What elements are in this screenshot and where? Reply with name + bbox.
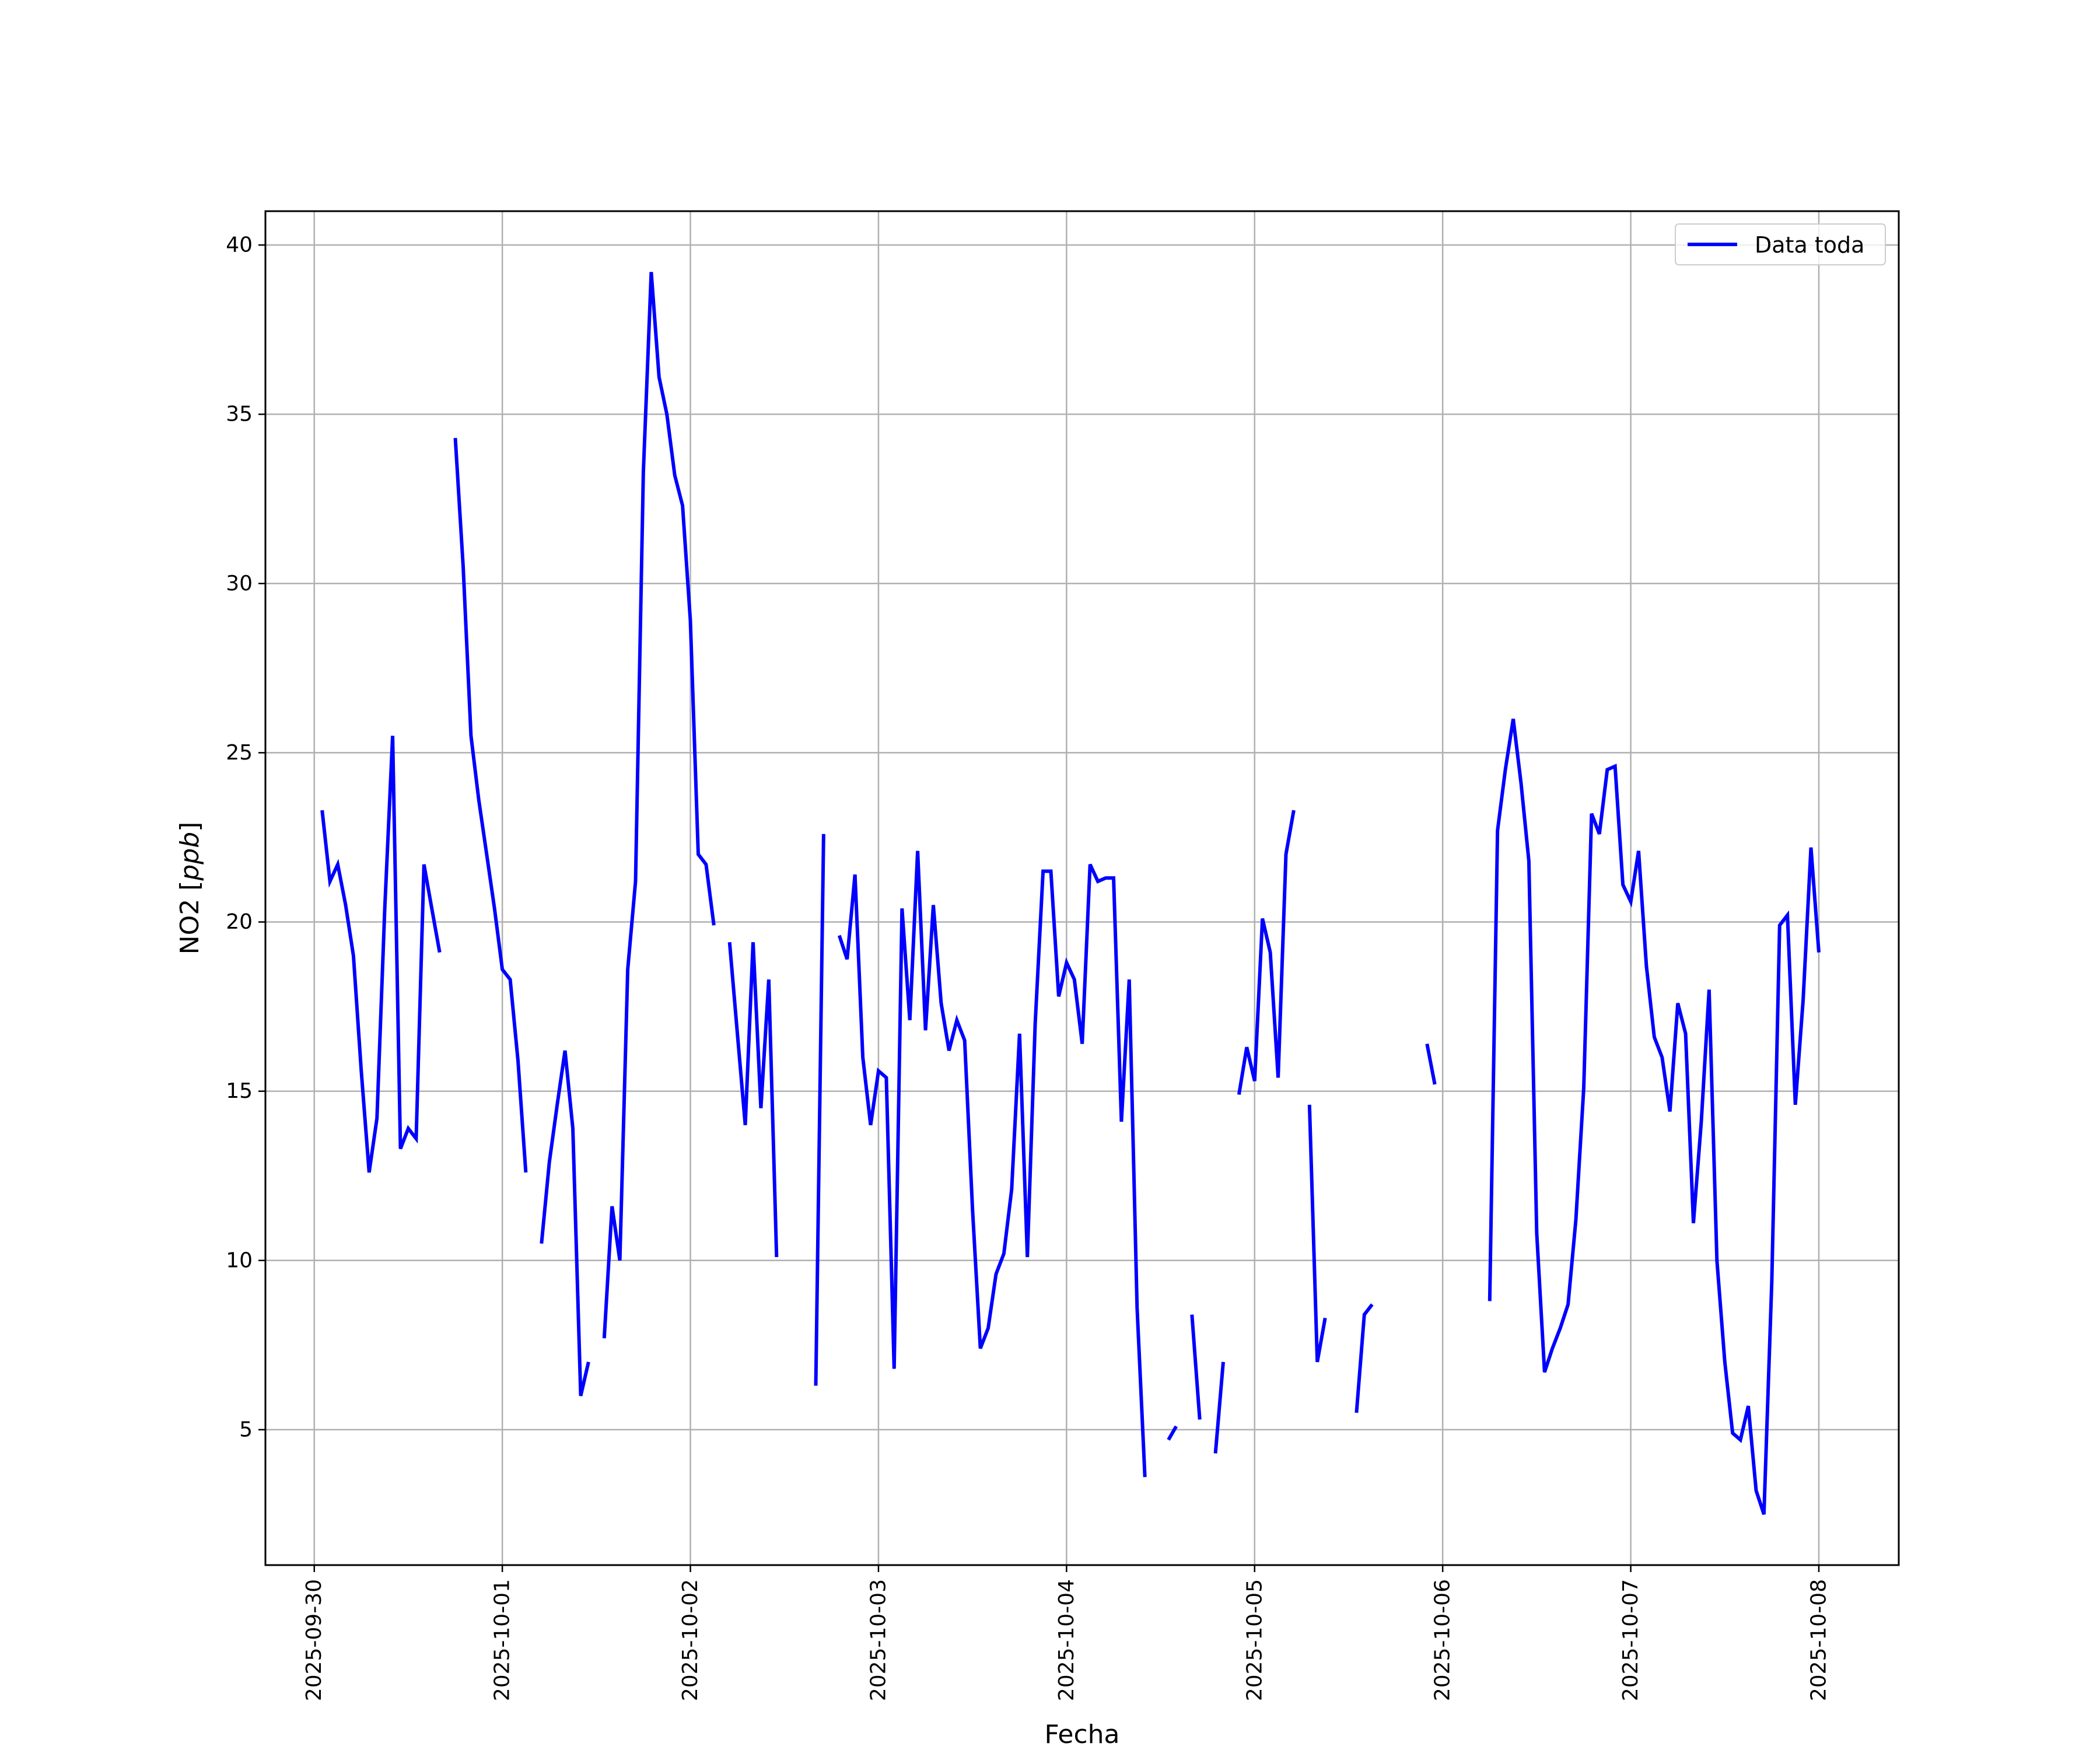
x-tick-label: 2025-10-05: [1242, 1579, 1266, 1701]
legend-label: Data toda: [1755, 232, 1864, 258]
x-tick-label: 2025-10-03: [866, 1579, 890, 1701]
x-tick-label: 2025-10-04: [1055, 1579, 1079, 1701]
series-line-segment: [1167, 1425, 1178, 1441]
y-tick-label: 30: [226, 572, 253, 596]
x-tick-label: 2025-10-06: [1431, 1579, 1455, 1701]
y-tick-label: 20: [226, 910, 253, 934]
y-tick-label: 40: [226, 233, 253, 257]
series-line-segment: [1425, 1043, 1437, 1085]
axis-ticks: 2025-09-30 2025-10-01 2025-10-02 2025-10-03…: [226, 233, 1831, 1702]
series-line-segment: [1213, 1362, 1225, 1454]
y-tick-label: 5: [239, 1418, 253, 1441]
series-line-segment: [1307, 1104, 1327, 1363]
y-tick-label: 15: [226, 1079, 253, 1103]
series-line-segment: [1354, 1303, 1374, 1413]
y-axis-label-unit: ppb: [175, 832, 205, 881]
x-tick-label: 2025-10-08: [1807, 1579, 1831, 1701]
legend-box: [1675, 223, 1886, 265]
y-tick-label: 10: [226, 1248, 253, 1272]
x-tick-label: 2025-09-30: [302, 1579, 326, 1701]
series-line-segment: [453, 438, 528, 1173]
legend: Data toda: [1675, 223, 1886, 265]
grid-lines: [265, 211, 1899, 1565]
series-line-segment: [1488, 718, 1821, 1515]
x-tick-label: 2025-10-01: [491, 1579, 514, 1701]
series-line-segment: [602, 272, 716, 1339]
series-line-segment: [1237, 810, 1296, 1095]
x-axis-label: Fecha: [1044, 1720, 1119, 1749]
series-line-segment: [837, 850, 1147, 1478]
y-axis-label-close: ]: [175, 822, 205, 832]
x-tick-label: 2025-10-02: [678, 1579, 702, 1701]
series-line-segment: [540, 1050, 590, 1396]
y-tick-label: 35: [226, 402, 253, 426]
plot-frame: [264, 210, 1900, 1566]
series-line-segment: [320, 736, 442, 1173]
series-line-segment: [814, 834, 825, 1386]
y-axis-label: NO2 [ppb]: [175, 822, 205, 955]
series-line-segment: [1190, 1314, 1202, 1420]
x-tick-label: 2025-10-07: [1619, 1579, 1643, 1701]
series-line-segment: [727, 942, 779, 1258]
y-tick-label: 25: [226, 741, 253, 765]
series-lines: [320, 272, 1821, 1515]
y-axis-label-text: NO2 [: [175, 881, 205, 955]
